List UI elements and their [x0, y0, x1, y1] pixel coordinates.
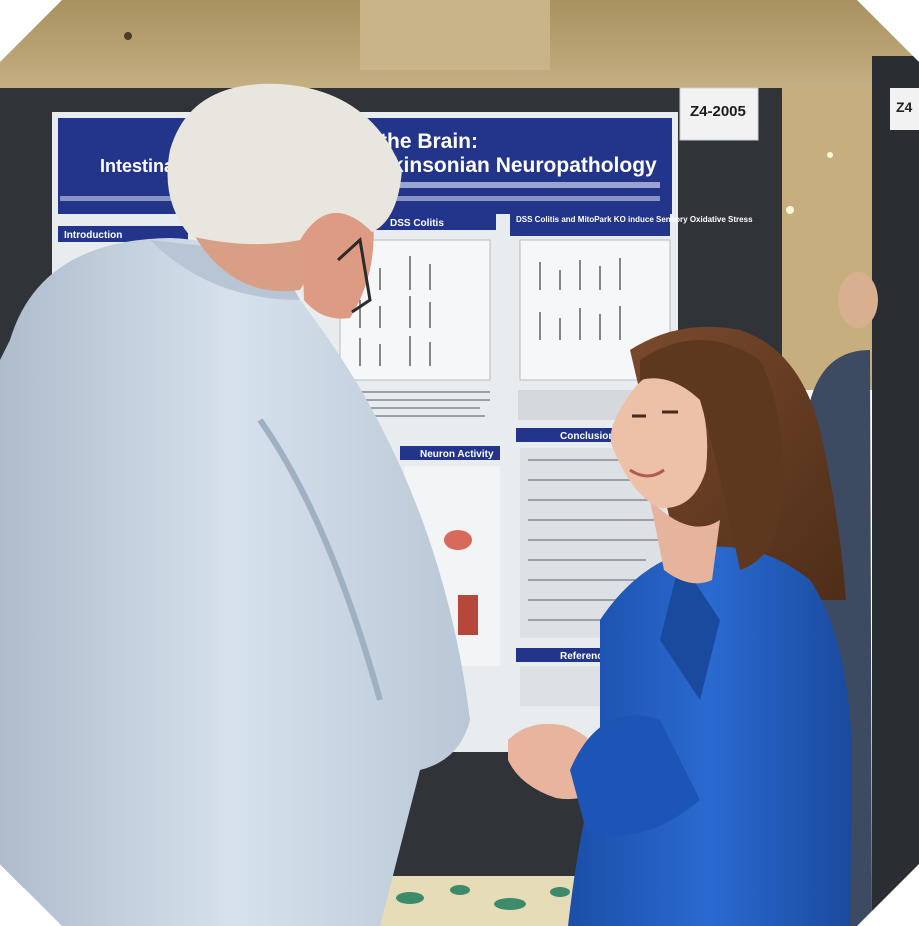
text-lines: [360, 391, 658, 621]
right-poster-board: [872, 56, 919, 926]
right-board-label: [890, 88, 919, 130]
table-cloth-pattern: [396, 885, 570, 910]
section-header-text: DSS Colitis and MitoPark KO induce Senso…: [516, 215, 753, 224]
woman-neck: [650, 500, 720, 584]
woman-sleeve: [570, 715, 700, 836]
section-header: [58, 226, 188, 242]
ceiling-beam: [360, 0, 550, 70]
right-board-number: Z4: [896, 99, 913, 115]
ceiling-light: [786, 206, 794, 214]
section-header: [400, 446, 500, 460]
woman-smile: [629, 468, 665, 478]
poster-title-line-2: Intestinal: [100, 156, 179, 176]
background-person-head: [838, 272, 878, 328]
section-header-text: References: [560, 651, 614, 662]
man-hair: [167, 83, 402, 245]
ceiling-light: [124, 32, 132, 40]
poster-title-line-1: the Brain:: [380, 130, 478, 153]
section-header-text: Conclusions: [560, 431, 620, 442]
poster-authors: [380, 182, 660, 188]
woman-hair-front: [640, 340, 783, 570]
section-header-text: Neuron Activity: [420, 449, 494, 460]
woman-collar: [660, 560, 720, 700]
man-glasses: [336, 237, 372, 314]
figure-red-blot: [444, 530, 472, 550]
section-header-text: Introduction: [64, 230, 122, 241]
board-number: Z4-2005: [690, 103, 746, 120]
section-header: [510, 210, 670, 236]
section-header-text: DSS Colitis: [390, 218, 444, 229]
board-number-label: [679, 87, 759, 141]
woman-eyes: [632, 410, 678, 418]
man-sleeve-fold: [257, 418, 383, 701]
man-shirt: [0, 238, 470, 926]
figure-red-bar: [458, 595, 478, 635]
ceiling-light: [827, 152, 833, 158]
poster-title-line-3: arkinsonian Neuropathology: [372, 154, 657, 177]
